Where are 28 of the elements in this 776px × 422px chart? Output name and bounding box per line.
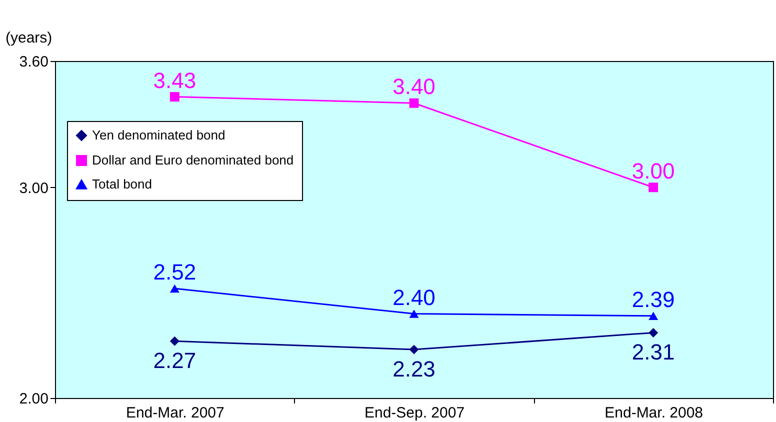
x-tick-label: End-Sep. 2007 (364, 404, 465, 422)
point (170, 336, 180, 346)
point (648, 312, 658, 320)
point (170, 92, 180, 102)
point (409, 344, 419, 354)
point (170, 284, 180, 293)
y-tick-label: 3.60 (19, 54, 48, 70)
data-label: 3.00 (632, 158, 675, 184)
x-tick-label: End-Mar. 2007 (126, 404, 224, 422)
x-tick-label: End-Mar. 2008 (604, 404, 704, 422)
data-label: 2.52 (153, 259, 196, 284)
data-label: 3.40 (392, 74, 436, 100)
data-label: 2.27 (153, 348, 196, 374)
point (409, 310, 419, 318)
legend-label: Dollar and Euro denominated bond (92, 152, 294, 168)
legend-label: Yen denominated bond (92, 128, 226, 142)
y-axis-title: (years) (6, 30, 52, 46)
data-label: 2.39 (632, 286, 675, 312)
data-label: 2.23 (392, 356, 436, 382)
data-label: 2.40 (392, 284, 436, 310)
legend-label: Total bond (92, 176, 152, 192)
y-tick-label: 2.00 (19, 390, 48, 408)
point (648, 328, 658, 338)
y-tick-label: 3.00 (19, 180, 48, 197)
data-label: 3.43 (153, 68, 196, 93)
data-label: 2.31 (632, 340, 675, 365)
point (648, 182, 658, 192)
point (409, 98, 419, 108)
